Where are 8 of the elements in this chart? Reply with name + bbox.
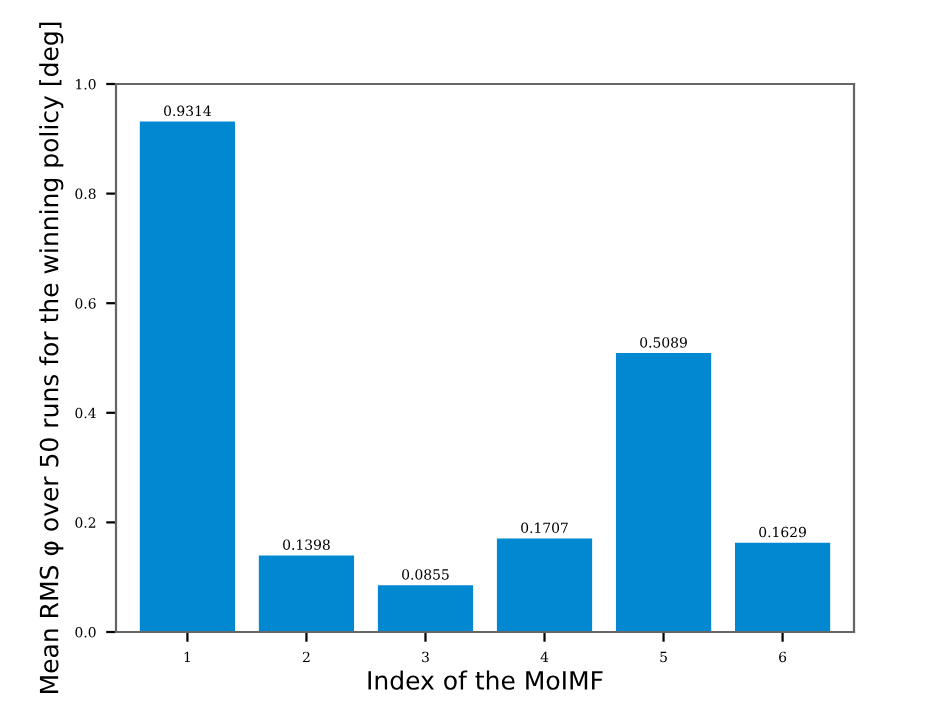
bar — [258, 555, 355, 632]
bar — [496, 538, 593, 632]
bar — [615, 353, 712, 632]
bar — [139, 121, 236, 632]
y-axis-title: Mean RMS φ over 50 runs for the winning policy [deg] — [39, 22, 64, 693]
x-axis-title: Index of the MoIMF — [368, 670, 603, 690]
bar — [734, 542, 831, 632]
bar — [377, 585, 474, 632]
